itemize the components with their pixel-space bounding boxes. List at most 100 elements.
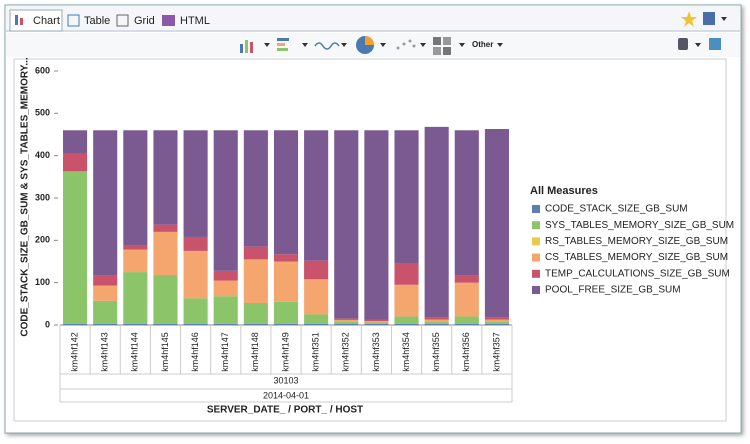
bar-segment [424, 321, 449, 324]
bar-segment [304, 260, 329, 280]
toolbar-other[interactable]: Other [472, 40, 493, 49]
bar-segment [123, 130, 148, 246]
legend-label: POOL_FREE_SIZE_GB_SUM [545, 285, 681, 296]
bar-segment [454, 130, 479, 276]
x-tick-label: km4hf149 [280, 332, 290, 372]
tab-label[interactable]: Grid [134, 15, 155, 27]
bar-segment [93, 300, 118, 324]
bar-segment [243, 130, 268, 247]
bar-segment [273, 261, 299, 302]
bar-segment [93, 323, 118, 325]
bar-segment [93, 285, 118, 301]
bar-segment [213, 323, 238, 325]
x-tick-label: km4hf142 [69, 332, 79, 372]
icon [116, 14, 129, 27]
bar-segment [484, 128, 509, 318]
y-axis-title: CODE_STACK_SIZE_GB_SUM & SYS_TABLES_MEMO… [20, 57, 31, 337]
x-tick-label: km4hf145 [160, 332, 170, 372]
bar-segment [93, 275, 118, 286]
bar-segment [123, 323, 148, 325]
bar-segment [273, 130, 299, 255]
bar-segment [424, 126, 449, 318]
bar-segment [153, 130, 178, 225]
bar-segment [123, 272, 148, 324]
bar-segment [183, 130, 208, 237]
legend-label: RS_TABLES_MEMORY_SIZE_GB_SUM [545, 236, 728, 247]
bar-segment [183, 250, 208, 299]
dropdown[interactable] [721, 17, 727, 21]
icon [20, 18, 23, 25]
tab-label[interactable]: Table [84, 15, 110, 27]
bar-segment [454, 316, 479, 324]
bar-segment [273, 301, 299, 324]
x-group-label: 30103 [273, 375, 298, 385]
x-tick-label: km4hf356 [461, 332, 471, 372]
favorite-icon[interactable] [681, 11, 697, 27]
bar-segment [484, 319, 509, 322]
toolbar-icons[interactable] [240, 36, 721, 55]
bar-segment [364, 321, 389, 323]
bar-segment [213, 280, 238, 297]
tab-bar [6, 6, 740, 32]
tab-chart-active[interactable] [9, 9, 63, 32]
y-tick-label: 200 [35, 235, 50, 245]
bar-segment [304, 130, 329, 261]
bar-segment [484, 317, 509, 320]
x-tick-label: km4hf143 [100, 332, 110, 372]
x-tick-label: km4hf354 [401, 332, 411, 372]
bar-segment [63, 153, 88, 172]
tab-label[interactable]: Chart [33, 15, 60, 27]
x-tick-label: km4hf351 [311, 332, 321, 372]
bar-segment [364, 322, 389, 324]
x-tick-label: km4hf144 [130, 332, 140, 372]
bar-segment [123, 249, 148, 273]
legend-swatch [532, 237, 540, 246]
bar-segment [394, 263, 419, 285]
y-tick-label: 500 [35, 108, 50, 118]
bar-segment [304, 323, 329, 325]
legend-label: CODE_STACK_SIZE_GB_SUM [545, 204, 688, 215]
bar-segment [454, 275, 479, 283]
bar-segment [304, 279, 329, 315]
save-icon[interactable] [703, 12, 715, 25]
bar-segment [454, 323, 479, 325]
y-tick-label: 100 [35, 277, 50, 287]
bar-segment [334, 323, 359, 325]
x-tick-label: km4hf148 [250, 332, 260, 372]
bar-segment [63, 130, 88, 154]
x-axis-title: SERVER_DATE_ / PORT_ / HOST [207, 405, 363, 416]
bar-segment [394, 284, 419, 317]
bar-segment [484, 323, 509, 325]
bar-segment [424, 323, 449, 325]
x-tick-label: km4hf357 [491, 332, 501, 372]
bar-segment [213, 296, 238, 324]
bar-segment [424, 317, 449, 320]
x-tick-label: km4hf147 [220, 332, 230, 372]
y-tick-label: 0 [45, 319, 50, 329]
bar-segment [364, 130, 389, 320]
bar-segment [153, 275, 178, 324]
legend-label: SYS_TABLES_MEMORY_SIZE_GB_SUM [545, 220, 734, 231]
legend-swatch [532, 286, 540, 294]
y-tick-label: 400 [35, 150, 50, 160]
legend-swatch [532, 205, 540, 213]
bar-segment [243, 246, 268, 260]
bar-segment [394, 316, 419, 324]
x-tick-label: km4hf352 [341, 332, 351, 372]
icon [67, 14, 80, 27]
legend-swatch [532, 269, 540, 278]
y-tick-label: 600 [35, 65, 50, 75]
bar-segment [123, 245, 148, 250]
bar-segment [213, 270, 238, 281]
bar-segment [153, 323, 178, 325]
bar-segment [243, 259, 268, 303]
bar-segment [304, 314, 329, 324]
bar-segment [63, 323, 88, 325]
x-tick-label: km4hf146 [190, 332, 200, 372]
bar-segment [334, 321, 359, 324]
legend-swatch [532, 221, 540, 230]
bar-segment [334, 130, 359, 319]
x-tick-label: km4hf355 [431, 332, 441, 372]
tab-label[interactable]: HTML [180, 15, 210, 27]
